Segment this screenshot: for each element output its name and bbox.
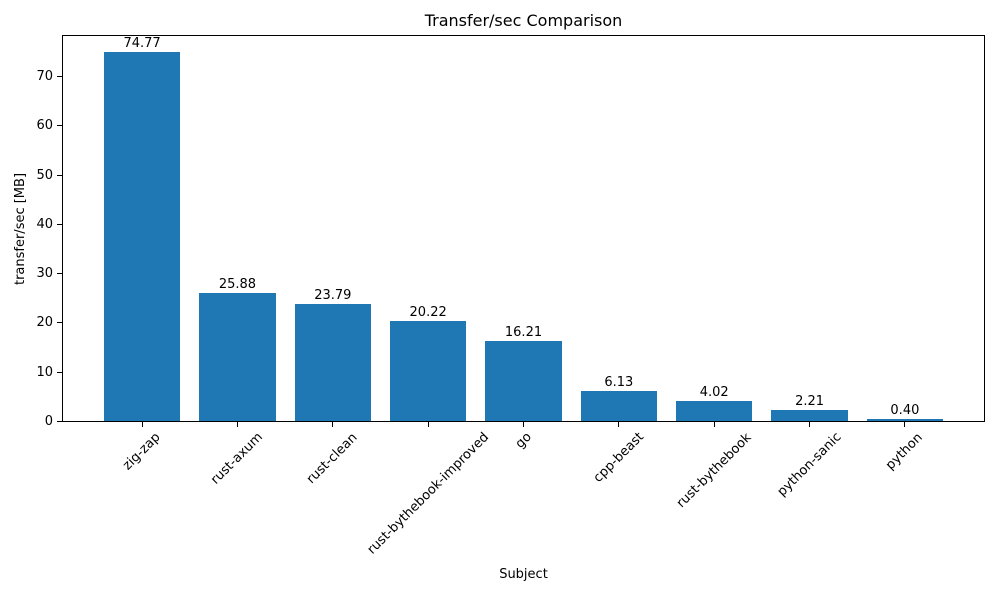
y-tick-label: 0 [44,414,53,429]
x-tick-mark [332,422,334,427]
x-tick-mark [713,422,715,427]
x-tick-label-zig-zap: zig-zap [120,429,164,474]
bar-value-label: 20.22 [409,305,447,321]
y-tick-label: 60 [36,118,53,134]
x-tick-label-rust-axum: rust-axum [208,430,266,488]
y-axis-label: transfer/sec [MB] [13,172,28,285]
x-tick-mark [141,422,143,427]
chart-title: Transfer/sec Comparison [424,11,623,30]
y-tick-mark [57,421,62,422]
x-tick-mark [427,422,429,427]
x-tick-label-go: go [512,429,535,452]
bar-rust-bythebook-improved [390,321,467,421]
bar-rust-axum [199,293,276,421]
bar-rust-clean [294,303,371,421]
x-tick-label-cpp-beast: cpp-beast [590,429,647,487]
bar-python-sanic [771,410,848,421]
x-tick-mark [618,422,620,427]
x-tick-mark [523,422,524,427]
bar-value-label: 6.13 [604,374,634,390]
bar-value-label: 16.21 [504,325,543,341]
plot-area: 74.77 25.88 23.79 20.22 16.21 6.13 4.02 2.21 0.4… [62,35,985,422]
y-tick-mark [57,322,62,324]
y-tick-label: 20 [36,315,53,331]
y-tick-label: 30 [36,266,53,282]
y-tick-mark [57,75,62,77]
bar-zig-zap [103,52,181,421]
bar-value-label: 74.77 [123,36,161,52]
x-tick-mark [236,422,238,427]
bar-value-label: 2.21 [795,394,825,410]
y-tick-mark [57,223,62,225]
bar-python [866,419,944,421]
x-tick-label-rust-bythebook: rust-bythebook [673,429,755,511]
x-tick-label-python: python [883,429,927,473]
y-tick-mark [57,371,62,373]
x-tick-label-rust-clean: rust-clean [304,429,361,487]
y-tick-mark [57,273,62,275]
y-tick-label: 40 [36,216,53,232]
y-tick-label: 10 [36,364,53,380]
y-tick-label: 70 [36,68,53,84]
bar-value-label: 4.02 [699,385,729,401]
y-tick-label: 50 [36,167,53,183]
bar-value-label: 25.88 [218,277,257,293]
bar-value-label: 0.40 [890,403,920,419]
x-tick-label-rust-bythebook-improved: rust-bythebook-improved [364,429,492,558]
bar-rust-bythebook [676,401,753,421]
x-tick-mark [809,422,811,427]
bar-cpp-beast [580,390,657,421]
x-tick-mark [904,422,906,427]
y-tick-mark [57,174,62,176]
x-axis-label: Subject [499,567,548,582]
bar-value-label: 23.79 [314,287,352,303]
x-tick-label-python-sanic: python-sanic [774,430,845,500]
bar-go [485,341,562,421]
y-tick-mark [57,125,62,127]
